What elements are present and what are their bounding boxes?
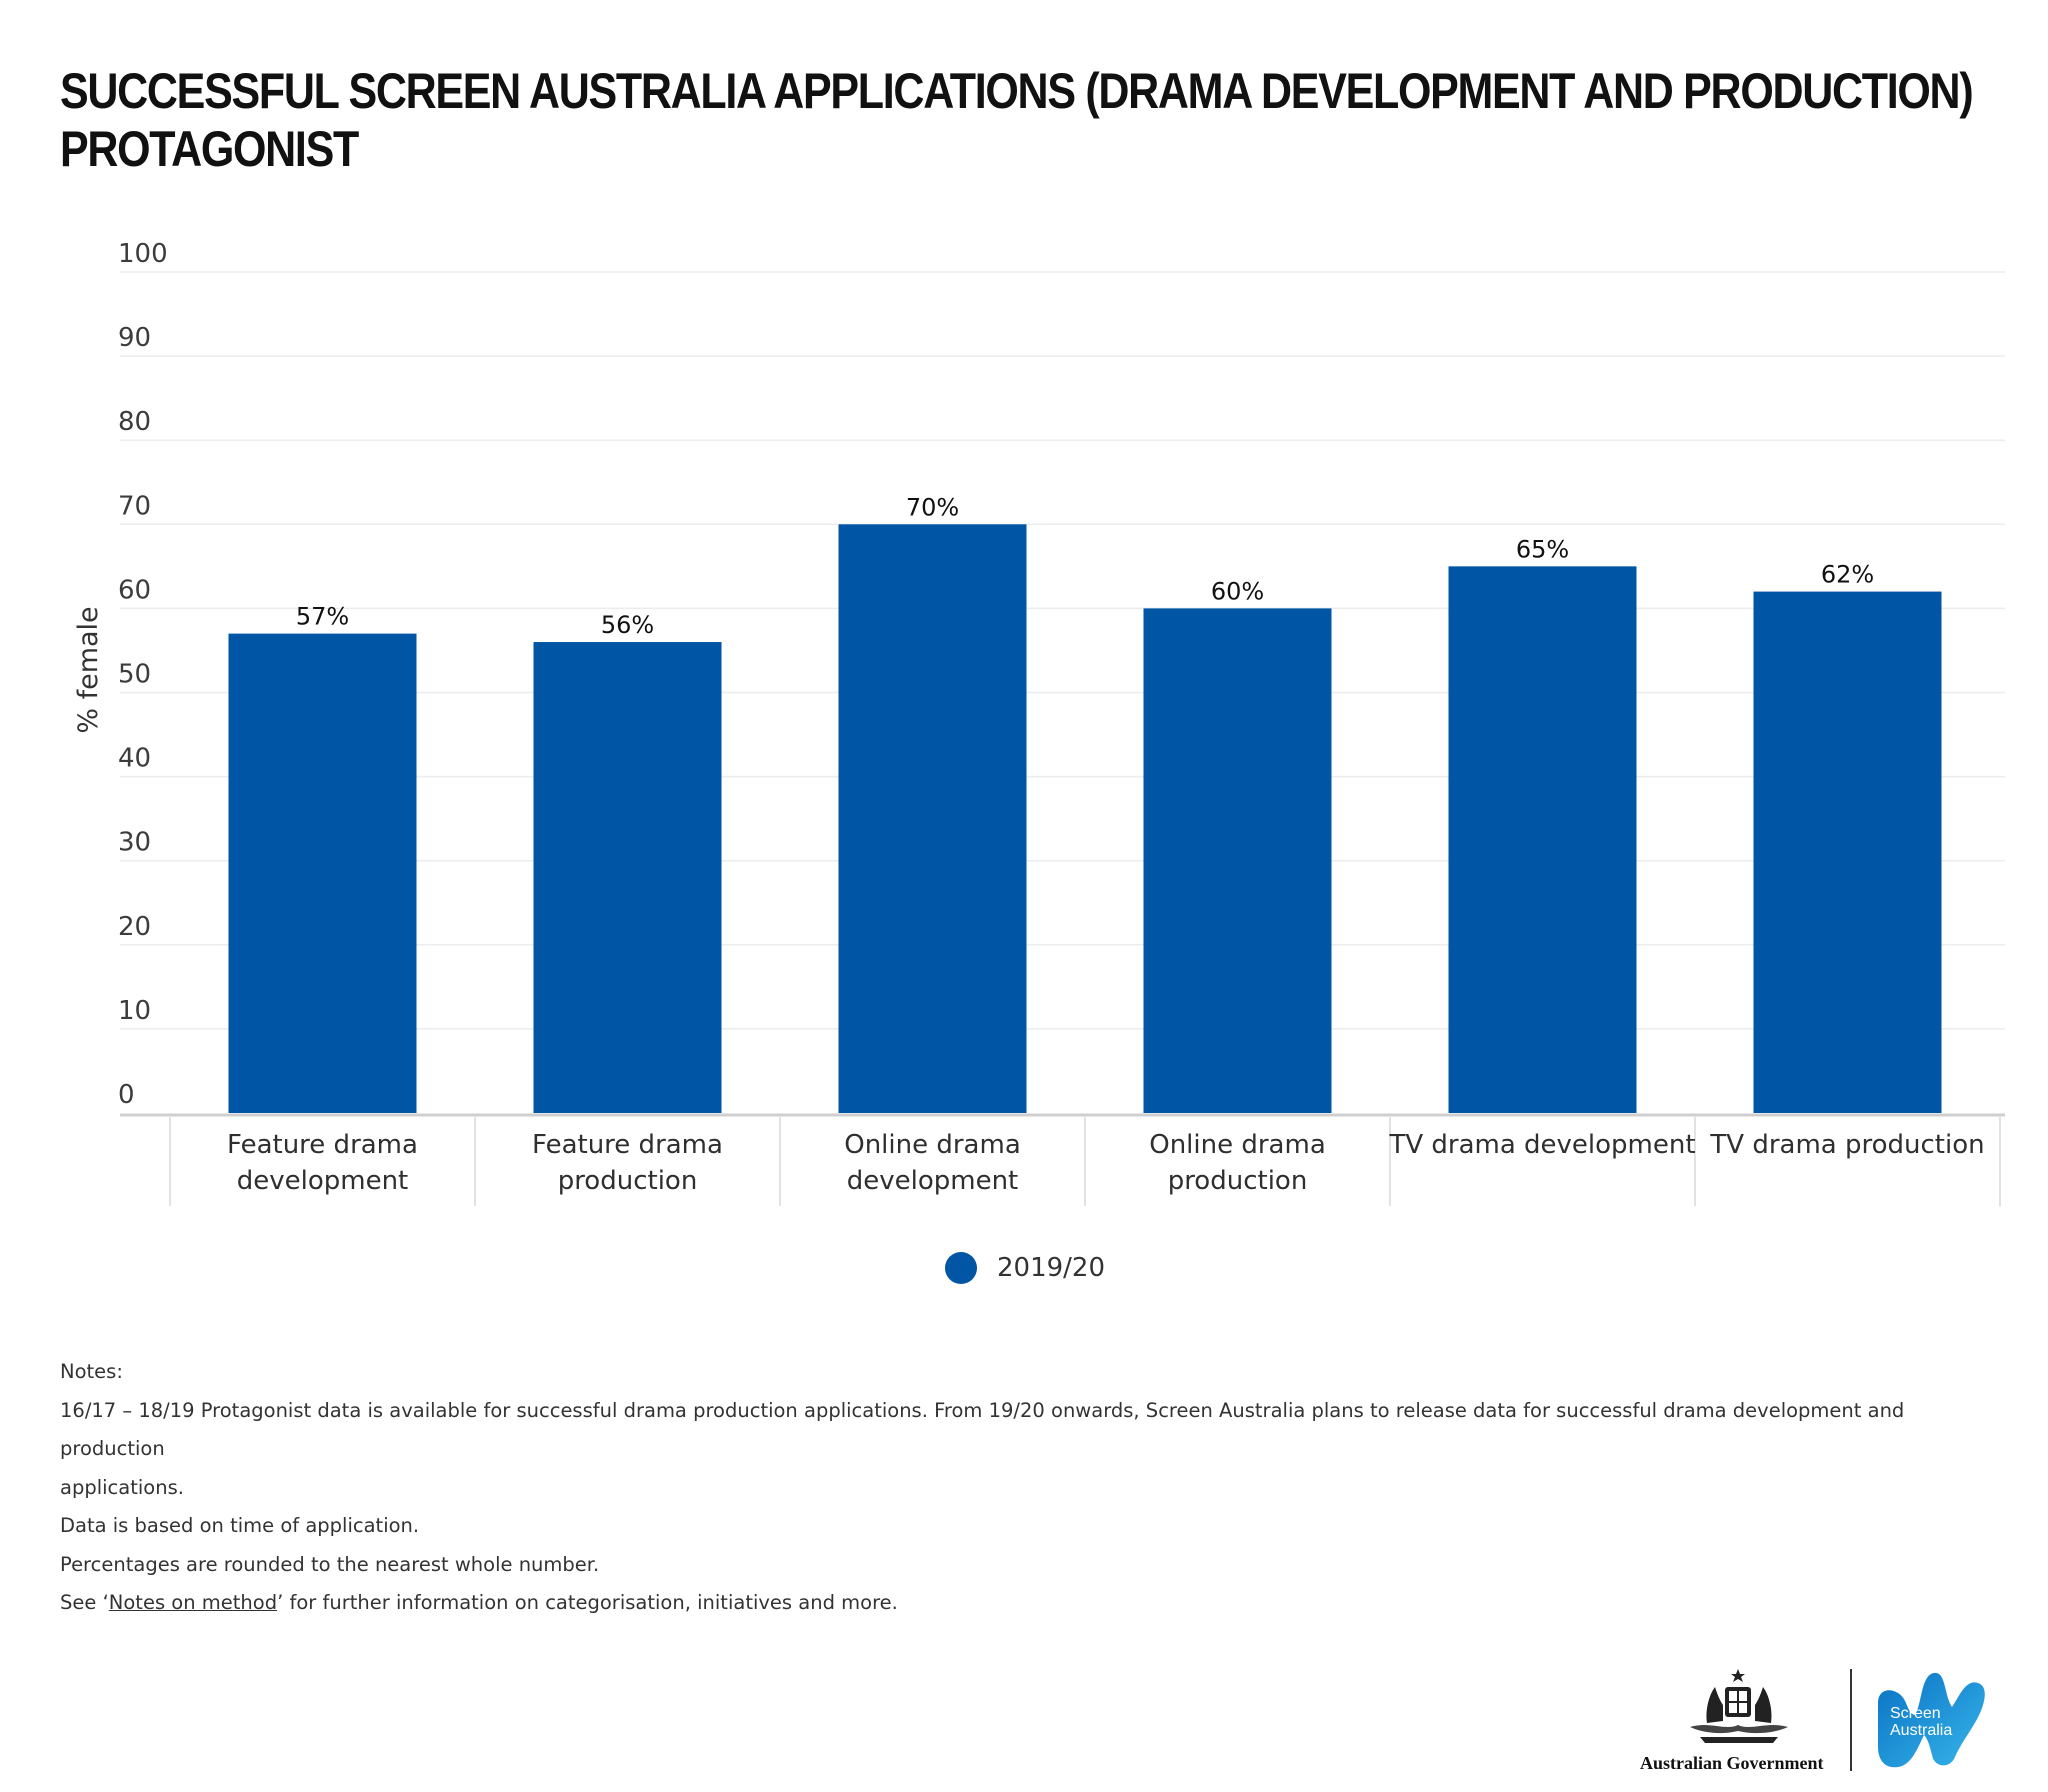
gridlines: [120, 271, 2005, 1030]
data-label: 70%: [906, 493, 959, 521]
bar-chart: 0 10 20 30 40 50 60 70 80 90 100 % female 57% 56% 70…: [73, 239, 2005, 1206]
screen-australia-logo-icon: [1878, 1672, 1985, 1768]
y-tick-label: 40: [118, 744, 151, 774]
data-labels: 57% 56% 70% 60% 65% 62%: [296, 493, 1874, 639]
y-axis-ticks: 0 10 20 30 40 50 60 70 80 90 100: [118, 239, 168, 1110]
y-tick-label: 60: [118, 575, 151, 605]
note-line-4-prefix: See ‘: [60, 1591, 109, 1614]
bar: [838, 524, 1027, 1113]
legend-swatch: [945, 1252, 977, 1284]
x-tick-label: development: [237, 1166, 409, 1196]
legend: 2019/20: [945, 1252, 1105, 1284]
y-tick-label: 0: [118, 1080, 135, 1110]
y-tick-label: 80: [118, 407, 151, 437]
x-tick-label: TV drama development: [1388, 1130, 1695, 1160]
data-label: 60%: [1211, 577, 1264, 605]
bar: [228, 633, 417, 1113]
chart-title-line-1: SUCCESSFUL SCREEN AUSTRALIA APPLICATIONS…: [60, 63, 1974, 119]
x-tick-label: Online drama: [844, 1130, 1021, 1160]
y-tick-label: 90: [118, 323, 151, 353]
bar: [1448, 566, 1637, 1113]
x-tick-label: TV drama production: [1709, 1130, 1984, 1160]
screen-australia-wordmark: Screen Australia: [1890, 1705, 1952, 1739]
x-tick-label: development: [847, 1166, 1019, 1196]
note-line-4: See ‘Notes on method’ for further inform…: [60, 1584, 1990, 1623]
legend-label: 2019/20: [997, 1253, 1106, 1283]
note-line-2: Data is based on time of application.: [60, 1514, 420, 1537]
bar: [1753, 591, 1942, 1113]
data-label: 57%: [296, 603, 349, 631]
notes-on-method-link[interactable]: Notes on method: [108, 1591, 278, 1614]
data-label: 56%: [601, 611, 654, 639]
y-tick-label: 10: [118, 996, 151, 1026]
bar: [533, 642, 722, 1113]
coat-of-arms-icon: [1690, 1669, 1788, 1743]
notes-heading: Notes:: [60, 1360, 123, 1383]
y-tick-label: 70: [118, 491, 151, 521]
note-line-4-suffix: ’ for further information on categorisat…: [277, 1591, 898, 1614]
y-tick-label: 100: [118, 239, 168, 269]
data-label: 65%: [1516, 535, 1569, 563]
screen-australia-line-1: Screen: [1890, 1705, 1941, 1722]
note-line-3: Percentages are rounded to the nearest w…: [60, 1552, 600, 1576]
bar-series: [228, 524, 1942, 1113]
screen-australia-line-2: Australia: [1890, 1722, 1953, 1739]
x-axis: Feature drama development Feature drama pro…: [120, 1113, 2005, 1206]
notes: Notes: 16/17 – 18/19 Protagonist data is…: [60, 1353, 1990, 1623]
logo-divider: [1850, 1669, 1852, 1771]
x-tick-label: production: [1168, 1166, 1308, 1196]
chart-title-line-2: PROTAGONIST: [60, 121, 359, 177]
y-tick-label: 20: [118, 912, 151, 942]
data-label: 62%: [1821, 561, 1874, 589]
x-tick-label: production: [558, 1166, 698, 1196]
x-tick-label: Online drama: [1149, 1130, 1326, 1160]
y-axis-label: % female: [73, 606, 104, 733]
logos: Australian Government Screen Australia: [1640, 1665, 2020, 1780]
y-tick-label: 50: [118, 660, 151, 690]
x-tick-label: Feature drama: [227, 1130, 418, 1160]
bar: [1143, 608, 1332, 1113]
chart-title: SUCCESSFUL SCREEN AUSTRALIA APPLICATIONS…: [60, 62, 1974, 178]
note-line-1b: applications.: [60, 1475, 184, 1499]
y-tick-label: 30: [118, 828, 151, 858]
australian-government-wordmark: Australian Government: [1640, 1753, 1824, 1773]
x-tick-label: Feature drama: [532, 1130, 723, 1160]
note-line-1: 16/17 – 18/19 Protagonist data is availa…: [60, 1398, 1905, 1461]
